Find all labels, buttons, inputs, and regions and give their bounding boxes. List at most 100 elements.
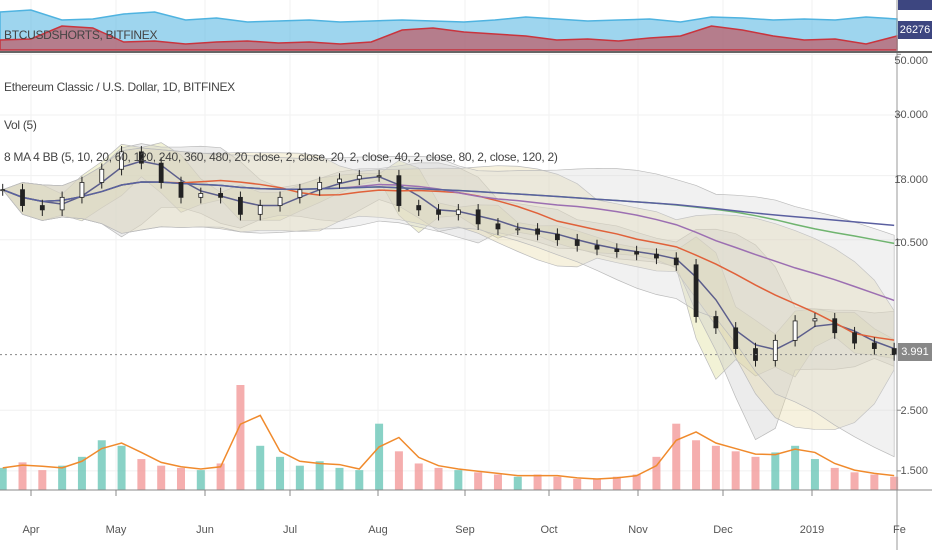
bollinger-bands: [2, 142, 895, 458]
volume-bar: [751, 456, 760, 490]
candle: [138, 151, 144, 164]
candle: [475, 209, 481, 225]
candle: [297, 189, 303, 198]
volume-bar: [117, 445, 126, 490]
candle: [594, 245, 600, 250]
candle: [178, 182, 184, 198]
axis-ticks: [30, 53, 901, 496]
price-series: [0, 146, 897, 367]
volume-bar: [38, 470, 47, 490]
moving-averages: [2, 160, 895, 351]
volume-bar: [553, 476, 562, 490]
volume-bar: [850, 472, 859, 490]
time-tick: Jun: [196, 524, 214, 536]
volume-bar: [612, 476, 621, 490]
candle: [792, 320, 798, 341]
price-tick: 10.500: [894, 237, 928, 249]
time-tick: Dec: [713, 524, 733, 536]
indicator-legend[interactable]: 8 MA 4 BB (5, 10, 20, 60, 120, 240, 360,…: [4, 150, 558, 164]
candle: [515, 228, 521, 231]
candle: [852, 332, 857, 344]
candle: [337, 178, 342, 183]
candle: [79, 182, 85, 198]
candle: [554, 233, 560, 241]
shorts-panel[interactable]: [0, 9, 898, 51]
time-tick: Aug: [368, 524, 388, 536]
shorts-value-tag: 26276: [898, 21, 932, 39]
candle: [376, 175, 382, 178]
candle: [693, 264, 699, 317]
candle: [119, 151, 124, 170]
time-tick: Jul: [282, 524, 298, 536]
volume-bar: [454, 470, 463, 490]
volume-bar: [394, 451, 403, 490]
candle: [356, 175, 362, 180]
volume-bar: [58, 465, 67, 490]
candle: [455, 209, 461, 215]
time-tick: Oct: [540, 524, 558, 536]
candle: [99, 168, 105, 183]
volume-bar: [355, 470, 364, 490]
volume-bar: [196, 470, 205, 490]
moving-average-1: [2, 160, 895, 351]
shorts-value-tag-hidden: [898, 0, 932, 10]
volume-bar: [573, 478, 582, 490]
price-tick: 18.000: [894, 174, 928, 186]
volume-bar: [335, 467, 344, 490]
volume-bar: [18, 462, 27, 490]
volume-bar: [791, 445, 800, 490]
volume-bar: [830, 467, 839, 490]
candle: [713, 316, 719, 329]
symbol-title[interactable]: Ethereum Classic / U.S. Dollar, 1D, BITF…: [4, 80, 235, 94]
price-tick: 50.000: [894, 55, 928, 67]
candle: [257, 205, 263, 215]
volume-bar: [375, 423, 384, 490]
time-tick: Apr: [22, 524, 40, 536]
candle: [0, 189, 6, 192]
candle: [317, 182, 323, 191]
volume-bar: [593, 478, 602, 490]
candle: [673, 257, 679, 266]
volume-ma-line: [2, 414, 895, 480]
candle: [495, 223, 501, 230]
volume-bars: [0, 385, 899, 490]
candle: [574, 239, 580, 246]
volume-legend[interactable]: Vol (5): [4, 118, 37, 132]
time-tick: 2019: [799, 524, 825, 536]
candle: [396, 175, 402, 206]
candle: [59, 196, 65, 211]
moving-average-5: [2, 181, 895, 227]
time-tick: Fe: [893, 524, 906, 536]
volume-bar: [890, 476, 899, 490]
volume-bar: [176, 467, 185, 490]
volume-bar: [256, 445, 265, 490]
volume-bar: [652, 456, 661, 490]
shorts-legend[interactable]: BTCUSDSHORTS, BITFINEX: [4, 28, 158, 42]
grid: [0, 0, 897, 490]
candle: [733, 327, 739, 349]
price-tick: 30.000: [894, 109, 928, 121]
candle: [871, 342, 877, 349]
candle: [20, 189, 25, 206]
volume-bar: [731, 451, 740, 490]
volume-bar: [77, 456, 86, 490]
volume-bar: [513, 476, 522, 490]
volume-bar: [216, 463, 225, 490]
candle: [614, 248, 620, 253]
volume-bar: [0, 467, 7, 490]
volume-bar: [533, 474, 542, 490]
time-tick: Nov: [628, 524, 648, 536]
volume-bar: [137, 459, 146, 490]
candle: [654, 253, 659, 259]
volume-bar: [97, 440, 106, 490]
candle: [832, 318, 838, 334]
volume-bar: [315, 461, 324, 490]
candle: [238, 196, 243, 215]
candle: [416, 205, 422, 211]
volume-bar: [632, 474, 641, 490]
candle: [812, 318, 818, 322]
candle: [772, 339, 778, 361]
candle: [436, 209, 441, 215]
volume-bar: [711, 445, 720, 490]
